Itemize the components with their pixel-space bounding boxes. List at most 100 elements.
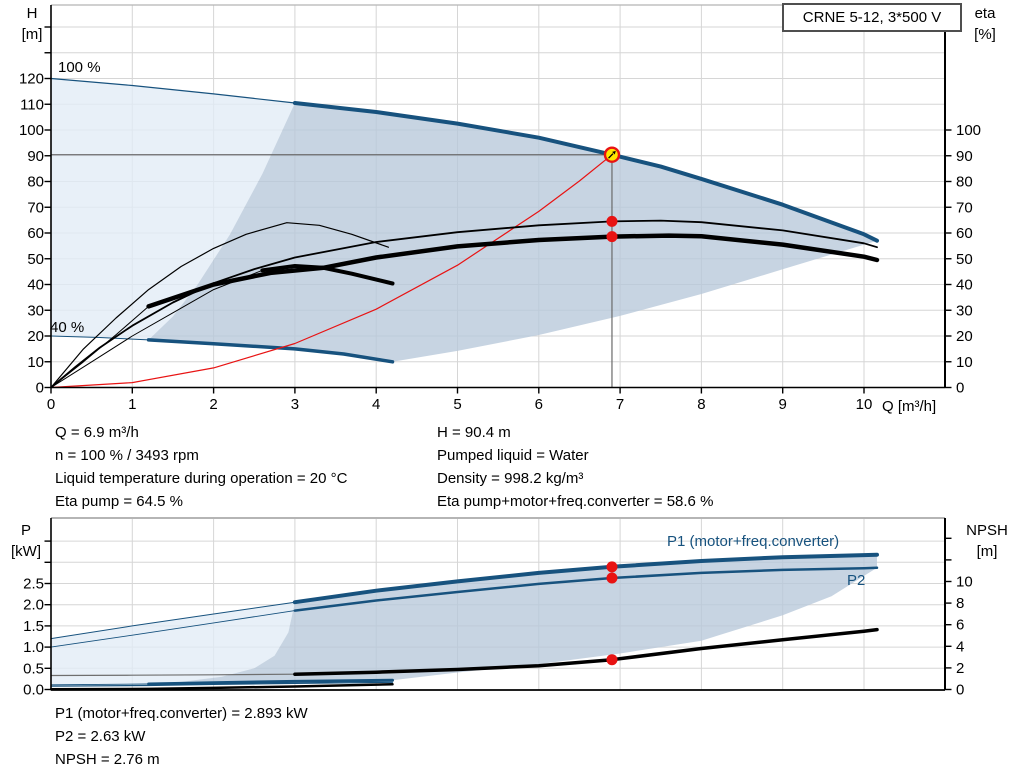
h-tick-label: 100 bbox=[19, 122, 44, 139]
p-tick-label: 0.0 bbox=[23, 682, 44, 699]
h-tick-label: 0 bbox=[36, 380, 44, 397]
eta-tick-label: 60 bbox=[956, 225, 973, 242]
power-duty-dot bbox=[606, 561, 618, 573]
efficiency-duty-dot bbox=[606, 215, 618, 227]
p-axis-title-unit: [kW] bbox=[11, 543, 41, 560]
q-tick-label: 7 bbox=[616, 396, 624, 413]
info-temperature: Liquid temperature during operation = 20… bbox=[55, 470, 348, 487]
info-p2: P2 = 2.63 kW bbox=[55, 728, 146, 745]
speed-range-light bbox=[51, 602, 295, 685]
info-npsh: NPSH = 2.76 m bbox=[55, 751, 160, 768]
h-tick-label: 90 bbox=[27, 148, 44, 165]
npsh-tick-label: 10 bbox=[956, 574, 973, 591]
info-eta-total: Eta pump+motor+freq.converter = 58.6 % bbox=[437, 493, 714, 510]
p2-curve-label: P2 bbox=[847, 572, 866, 589]
eta-tick-label: 50 bbox=[956, 251, 973, 268]
qh-curve-100pct bbox=[292, 101, 879, 243]
power-info: P1 (motor+freq.converter) = 2.893 kW P2 … bbox=[55, 702, 308, 771]
pump-title-box: CRNE 5-12, 3*500 V bbox=[782, 3, 962, 32]
eta-tick-label: 80 bbox=[956, 174, 973, 191]
h-axis-title-unit: [m] bbox=[21, 26, 43, 43]
npsh-tick-label: 6 bbox=[956, 617, 964, 634]
h-tick-label: 70 bbox=[27, 199, 44, 216]
duty-point-arrow-icon bbox=[612, 150, 616, 155]
duty-info-right: H = 90.4 m Pumped liquid = Water Density… bbox=[437, 421, 713, 513]
p2-curve-extension bbox=[50, 610, 296, 648]
npsh-tick-label: 2 bbox=[956, 660, 964, 677]
npsh-axis-title-symbol: NPSH bbox=[966, 522, 1008, 539]
h-tick-label: 10 bbox=[27, 354, 44, 371]
info-density: Density = 998.2 kg/m³ bbox=[437, 470, 584, 487]
operating-envelope-dark bbox=[148, 554, 878, 684]
p1-min-extension bbox=[50, 683, 150, 686]
q-tick-label: 8 bbox=[697, 396, 705, 413]
p2-min-curve bbox=[50, 681, 394, 687]
info-head: H = 90.4 m bbox=[437, 424, 511, 441]
h-tick-label: 20 bbox=[27, 328, 44, 345]
info-speed: n = 100 % / 3493 rpm bbox=[55, 447, 199, 464]
q-tick-label: 0 bbox=[47, 396, 55, 413]
h-tick-label: 80 bbox=[27, 174, 44, 191]
eta-tick-label: 0 bbox=[956, 380, 964, 397]
q-tick-label: 3 bbox=[291, 396, 299, 413]
eta-axis-title-unit: [%] bbox=[974, 26, 996, 43]
eta-tick-label: 100 bbox=[956, 122, 981, 139]
h-tick-label: 50 bbox=[27, 251, 44, 268]
q-tick-label: 5 bbox=[453, 396, 461, 413]
q-tick-label: 2 bbox=[209, 396, 217, 413]
npsh-curve-extension bbox=[50, 673, 296, 677]
info-p1: P1 (motor+freq.converter) = 2.893 kW bbox=[55, 705, 308, 722]
power-npsh-chart: 0.0 0.5 1.0 1.5 2.0 2.5 0 2 4 6 8 10 bbox=[23, 517, 973, 699]
p1-curve-extension bbox=[50, 601, 296, 640]
speed-range-light bbox=[51, 78, 295, 340]
eta-tick-label: 40 bbox=[956, 277, 973, 294]
info-eta-pump: Eta pump = 64.5 % bbox=[55, 493, 183, 510]
eta-tick-label: 20 bbox=[956, 328, 973, 345]
h-tick-label: 30 bbox=[27, 302, 44, 319]
axis-ticks: 0102030405060708090100110120010203040506… bbox=[19, 26, 981, 413]
efficiency-duty-dot bbox=[606, 231, 618, 243]
q-tick-label: 10 bbox=[856, 396, 873, 413]
info-liquid: Pumped liquid = Water bbox=[437, 447, 589, 464]
eta-pump-motor-freq-origin-line bbox=[50, 305, 150, 388]
qh-curve-100pct-extension bbox=[50, 77, 296, 104]
eta-tick-label: 30 bbox=[956, 302, 973, 319]
q-tick-label: 1 bbox=[128, 396, 136, 413]
h-tick-label: 110 bbox=[20, 96, 44, 113]
h-tick-label: 40 bbox=[27, 277, 44, 294]
qh-curve-minspeed-extension bbox=[50, 335, 150, 341]
operating-envelope-dark bbox=[148, 103, 878, 362]
duty-point-marker[interactable] bbox=[603, 146, 621, 163]
eta-pump-motor-freq-curve bbox=[146, 233, 880, 309]
h-axis-title-symbol: H bbox=[26, 5, 38, 22]
npsh-min-curve bbox=[49, 683, 394, 691]
q-tick-label: 9 bbox=[779, 396, 787, 413]
p-axis-title-symbol: P bbox=[20, 522, 31, 539]
npsh-tick-label: 0 bbox=[956, 682, 964, 699]
power-duty-dot bbox=[606, 654, 618, 666]
npsh-axis-title-unit: [m] bbox=[976, 543, 998, 560]
q-tick-label: 4 bbox=[372, 396, 380, 413]
eta-tick-label: 70 bbox=[956, 199, 973, 216]
speed-100pct-label: 100 % bbox=[58, 59, 101, 76]
q-axis-title: Q [m³/h] bbox=[882, 398, 937, 415]
qh-eta-chart: 0102030405060708090100110120010203040506… bbox=[19, 4, 981, 413]
h-tick-label: 60 bbox=[27, 225, 44, 242]
p-tick-label: 0.5 bbox=[23, 660, 44, 677]
p-tick-label: 2.0 bbox=[23, 597, 44, 614]
eta-pmf-reduced-origin-line bbox=[50, 269, 263, 388]
duty-info-left: Q = 6.9 m³/h n = 100 % / 3493 rpm Liquid… bbox=[55, 421, 347, 513]
axis-ticks: 0.0 0.5 1.0 1.5 2.0 2.5 0 2 4 6 8 10 bbox=[23, 537, 973, 699]
eta-tick-label: 10 bbox=[956, 354, 973, 371]
npsh-tick-label: 8 bbox=[956, 595, 964, 612]
speed-40pct-label: 40 % bbox=[50, 319, 85, 336]
q-tick-label: 6 bbox=[535, 396, 543, 413]
eta-pump-reduced-speed-curve bbox=[50, 222, 389, 389]
p-tick-label: 2.5 bbox=[23, 576, 44, 593]
eta-pmf-reduced-speed-curve bbox=[260, 264, 395, 286]
p1-curve-label: P1 (motor+freq.converter) bbox=[667, 533, 840, 550]
power-duty-dot bbox=[606, 572, 618, 584]
eta-pump-curve bbox=[50, 219, 878, 389]
